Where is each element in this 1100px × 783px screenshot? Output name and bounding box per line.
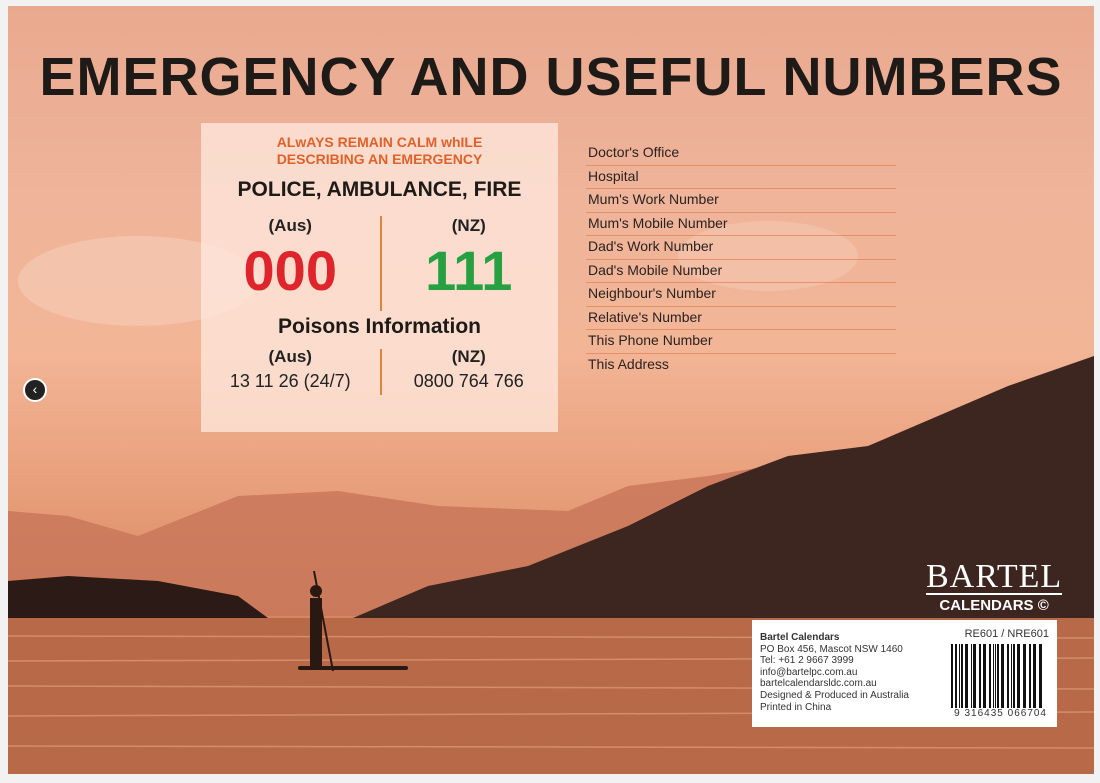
- bartel-logo: BARTEL CALENDARS ©: [926, 558, 1063, 614]
- useful-numbers-list: Doctor's Office Hospital Mum's Work Numb…: [586, 142, 896, 377]
- aus-label: (Aus): [268, 347, 312, 366]
- info-line: Printed in China: [760, 701, 832, 713]
- info-line: bartelcalendarsldc.com.au: [760, 678, 877, 690]
- list-item: Dad's Work Number: [586, 236, 896, 260]
- barcode: [951, 644, 1042, 708]
- poisons-heading: Poisons Information: [277, 315, 481, 338]
- page-title: EMERGENCY AND USEFUL NUMBERS: [39, 47, 1063, 107]
- info-line: PO Box 456, Mascot NSW 1460: [760, 643, 903, 655]
- warning-line: DESCRIBING AN EMERGENCY: [276, 151, 483, 167]
- emergency-panel: ALwAYS REMAIN CALM whILE DESCRIBING AN E…: [201, 123, 558, 432]
- logo-name: BARTEL: [926, 558, 1063, 595]
- warning-text: ALwAYS REMAIN CALM whILE DESCRIBING AN E…: [201, 134, 558, 168]
- company-name: Bartel Calendars: [760, 632, 840, 643]
- info-line: info@bartelpc.com.au: [760, 666, 858, 678]
- divider: [379, 349, 382, 395]
- aus-emergency-number: 000: [243, 239, 337, 302]
- poisons-aus-number: 13 11 26 (24/7): [229, 371, 351, 391]
- list-item: This Address: [588, 355, 669, 372]
- info-line: Designed & Produced in Australia: [760, 689, 909, 701]
- chevron-left-icon[interactable]: ‹: [23, 378, 47, 402]
- barcode-number: 9 316435 066704: [954, 708, 1047, 719]
- poisons-numbers: (Aus) 13 11 26 (24/7) (NZ) 0800 764 766: [201, 347, 558, 395]
- info-line: Tel: +61 2 9667 3999: [760, 655, 854, 667]
- list-item: Doctor's Office: [586, 142, 896, 166]
- list-item: Dad's Mobile Number: [586, 260, 896, 283]
- list-item: Hospital: [586, 166, 896, 189]
- poisons-nz-number: 0800 764 766: [413, 371, 524, 391]
- aus-label: (Aus): [268, 216, 312, 235]
- list-item: Mum's Work Number: [586, 189, 896, 213]
- divider: [379, 216, 382, 311]
- warning-line: ALwAYS REMAIN CALM whILE: [276, 134, 483, 150]
- list-item: Mum's Mobile Number: [586, 213, 896, 236]
- emergency-heading: POLICE, AMBULANCE, FIRE: [237, 178, 522, 201]
- list-item: Relative's Number: [586, 307, 896, 330]
- list-item: Neighbour's Number: [586, 283, 896, 307]
- list-item: This Phone Number: [586, 330, 896, 354]
- publisher-info: Bartel Calendars PO Box 456, Mascot NSW …: [752, 620, 1057, 727]
- nz-emergency-number: 111: [425, 239, 513, 302]
- nz-label: (NZ): [451, 347, 486, 366]
- nz-label: (NZ): [451, 216, 486, 235]
- logo-subtitle: CALENDARS ©: [939, 597, 1049, 614]
- emergency-numbers: (Aus) 000 (NZ) 111: [201, 216, 558, 311]
- calendar-image: EMERGENCY AND USEFUL NUMBERS ALwAYS REMA…: [8, 6, 1094, 774]
- product-code: RE601 / NRE601: [964, 628, 1049, 640]
